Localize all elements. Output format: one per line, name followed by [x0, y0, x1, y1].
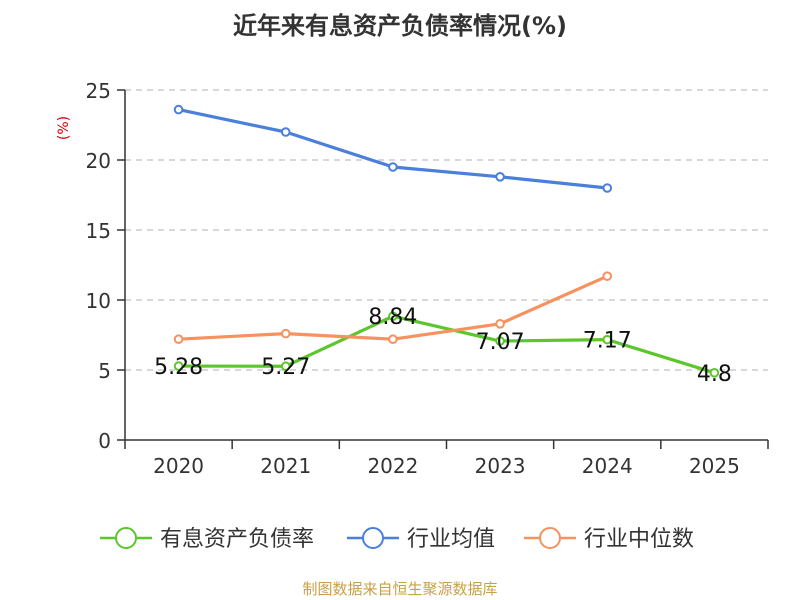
data-label: 7.17 — [583, 329, 632, 354]
data-labels: 5.28 5.27 8.84 7.07 7.17 4.8 — [154, 305, 732, 387]
x-tick-label: 2022 — [367, 454, 418, 478]
x-tick-label: 2021 — [260, 454, 311, 478]
y-tick-label: 20 — [86, 149, 111, 173]
data-point — [602, 183, 613, 193]
data-point — [280, 127, 291, 137]
data-point — [280, 328, 291, 339]
y-tick-label: 25 — [86, 79, 111, 103]
series-line — [178, 314, 715, 375]
y-tick-label: 0 — [98, 429, 111, 453]
data-point — [173, 104, 184, 115]
legend: 有息资产负债率 行业均值 行业中位数 — [100, 527, 694, 552]
legend-marker — [362, 527, 384, 549]
data-label: 4.8 — [697, 362, 732, 387]
data-point — [280, 361, 291, 372]
legend-label: 有息资产负债率 — [160, 527, 314, 552]
y-axis-label: (%) — [56, 116, 72, 140]
y-tick-label: 5 — [98, 359, 111, 383]
chart-title: 近年来有息资产负债率情况(%) — [233, 12, 567, 40]
data-label: 5.28 — [154, 355, 203, 380]
legend-label: 行业中位数 — [584, 527, 694, 552]
legend-item: 行业中位数 — [524, 527, 694, 552]
legend-marker — [115, 527, 137, 549]
x-tick-label: 2025 — [689, 454, 740, 478]
series-line — [178, 108, 608, 190]
legend-marker — [539, 527, 561, 549]
y-tick-label: 15 — [86, 219, 111, 243]
x-tick-label: 2024 — [582, 454, 633, 478]
data-point — [602, 271, 613, 282]
legend-item: 行业均值 — [347, 527, 495, 552]
data-label: 8.84 — [368, 305, 417, 330]
legend-label: 行业均值 — [407, 527, 495, 552]
data-point — [495, 172, 505, 182]
data-point — [495, 319, 505, 329]
x-tick-label: 2023 — [475, 454, 526, 478]
y-tick-label: 10 — [86, 289, 111, 313]
data-point — [173, 334, 184, 345]
series-group — [173, 104, 720, 378]
data-label: 5.27 — [261, 355, 310, 380]
data-point — [495, 336, 505, 346]
source-note: 制图数据来自恒生聚源数据库 — [302, 580, 497, 598]
data-point — [602, 334, 613, 345]
legend-item: 有息资产负债率 — [100, 527, 314, 552]
data-label: 7.07 — [476, 330, 525, 355]
data-point — [388, 311, 398, 322]
grid-lines — [125, 89, 768, 371]
data-point — [388, 162, 398, 172]
data-point — [173, 361, 184, 371]
x-tick-label: 2020 — [153, 454, 204, 478]
data-point — [709, 368, 720, 378]
data-point — [388, 334, 398, 345]
